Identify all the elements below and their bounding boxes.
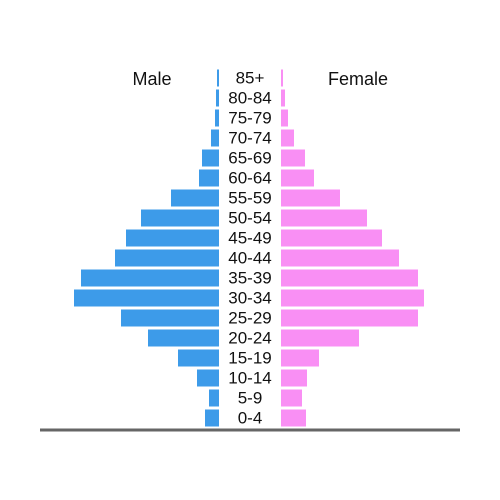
bar [178, 349, 219, 367]
category-label: 20-24 [228, 328, 271, 347]
bar [115, 249, 219, 267]
category-label: 45-49 [228, 228, 271, 247]
bar [281, 349, 319, 367]
category-label: 80-84 [228, 88, 271, 107]
bar [281, 269, 418, 287]
bar [281, 329, 359, 347]
legend-label: Female [328, 69, 388, 89]
category-label: 30-34 [228, 288, 271, 307]
category-label: 40-44 [228, 248, 271, 267]
bar [205, 409, 219, 427]
bar [281, 149, 305, 167]
bar [281, 409, 306, 427]
bar [211, 129, 219, 147]
bar [199, 169, 219, 187]
bar [281, 109, 288, 127]
bar [281, 369, 307, 387]
category-label: 70-74 [228, 128, 271, 147]
bar [281, 309, 418, 327]
bar [281, 169, 314, 187]
category-label: 15-19 [228, 348, 271, 367]
bar [217, 69, 219, 87]
bar [209, 389, 219, 407]
category-label: 0-4 [238, 408, 263, 427]
category-label: 5-9 [238, 388, 263, 407]
bar [148, 329, 219, 347]
category-label: 55-59 [228, 188, 271, 207]
bar [281, 129, 294, 147]
bar [74, 289, 219, 307]
bar [281, 229, 382, 247]
bar [81, 269, 219, 287]
bar [171, 189, 219, 207]
bar [281, 89, 285, 107]
category-label: 65-69 [228, 148, 271, 167]
bar [281, 249, 399, 267]
bar [126, 229, 219, 247]
bar [281, 69, 283, 87]
bar [281, 209, 367, 227]
bar [281, 289, 424, 307]
bar [202, 149, 219, 167]
bar [141, 209, 219, 227]
category-label: 50-54 [228, 208, 271, 227]
bar [216, 89, 219, 107]
legend-label: Male [132, 69, 171, 89]
category-label: 75-79 [228, 108, 271, 127]
bar [197, 369, 219, 387]
bar [281, 189, 340, 207]
bar [121, 309, 219, 327]
bar [281, 389, 302, 407]
category-label: 35-39 [228, 268, 271, 287]
category-label: 25-29 [228, 308, 271, 327]
bar [215, 109, 219, 127]
category-label: 85+ [236, 68, 265, 87]
category-label: 60-64 [228, 168, 271, 187]
category-label: 10-14 [228, 368, 271, 387]
